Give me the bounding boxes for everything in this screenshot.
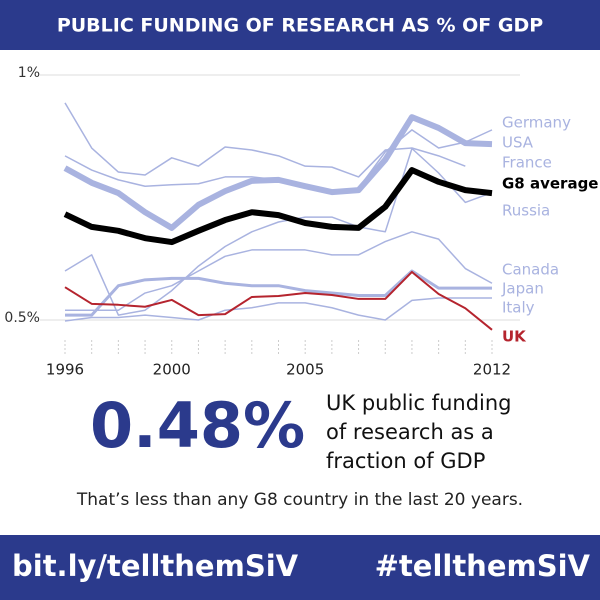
series-label: Italy <box>502 299 535 317</box>
x-tick-label: 2000 <box>153 361 191 379</box>
x-tick-label: 1996 <box>46 361 84 379</box>
footer-hashtag: #tellthemSiV <box>375 549 591 583</box>
series-line <box>64 147 493 316</box>
y-tick-label: 0.5% <box>4 310 40 326</box>
series-label: Japan <box>501 280 544 298</box>
headline-caption: UK public funding <box>326 391 512 415</box>
series-line <box>65 269 492 317</box>
note: That’s less than any G8 country in the l… <box>76 490 523 510</box>
series-line <box>64 270 493 331</box>
series-label: Russia <box>502 202 550 220</box>
headline-caption: of research as a <box>326 420 494 444</box>
series-line <box>65 231 493 311</box>
series-label: G8 average <box>502 175 598 193</box>
series-line <box>63 114 493 231</box>
y-tick-label: 1% <box>18 65 40 81</box>
series-label: Canada <box>502 261 559 279</box>
series-label: USA <box>502 134 534 152</box>
footer-link: bit.ly/tellthemSiV <box>12 549 299 583</box>
series-label: UK <box>502 328 527 346</box>
headline-figure: 0.48% <box>90 389 305 462</box>
footer-banner <box>0 535 600 600</box>
title-banner <box>0 0 600 50</box>
series-label: Germany <box>502 114 571 132</box>
headline-caption: fraction of GDP <box>326 449 485 473</box>
series-line <box>64 297 492 322</box>
series-label: France <box>502 154 552 172</box>
series-line <box>64 102 466 178</box>
x-tick-label: 2005 <box>286 361 324 379</box>
x-tick-label: 2012 <box>473 361 511 379</box>
chart-title: PUBLIC FUNDING OF RESEARCH AS % OF GDP <box>57 15 543 37</box>
series-line <box>63 167 493 246</box>
